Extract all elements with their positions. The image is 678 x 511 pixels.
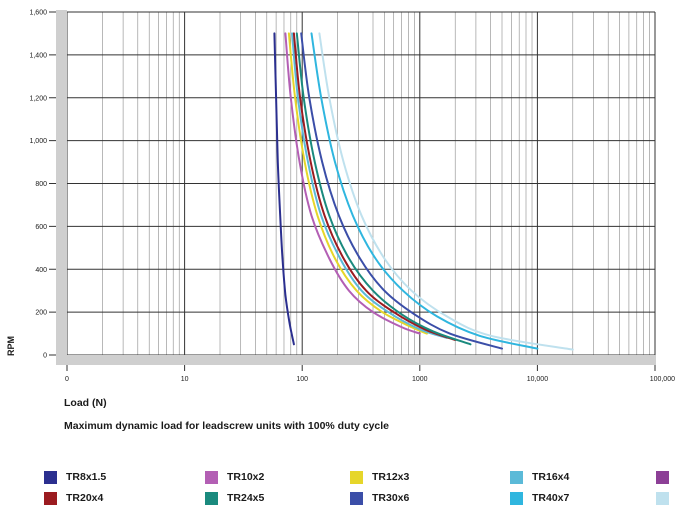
legend-label: TR30x6 [372, 492, 410, 504]
x-axis-band [56, 355, 656, 365]
x-tick-label: 100,000 [650, 376, 675, 383]
legend-item: TR8x1.5 [44, 470, 106, 484]
y-tick-label: 1,000 [29, 138, 47, 145]
legend-item: TR24x5 [205, 491, 264, 505]
legend-swatch [510, 491, 523, 505]
legend-swatch [205, 470, 218, 484]
chart-series [273, 32, 574, 351]
chart-axes [56, 10, 656, 365]
legend-swatch [656, 491, 669, 505]
x-tick-label: 0 [65, 376, 69, 383]
y-tick-label: 200 [35, 310, 47, 317]
series-line-tr24x5 [295, 32, 472, 346]
legend-swatch [656, 470, 669, 484]
legend-item: TR40x7 [510, 491, 569, 505]
y-tick-label: 1,200 [29, 95, 47, 102]
legend-label: TR24x5 [227, 492, 265, 504]
series-line-tr20x4 [292, 32, 457, 341]
legend-item: TR12x3 [350, 470, 409, 484]
legend-label: TR12x3 [372, 471, 410, 483]
legend-item: TR10x2 [205, 470, 264, 484]
legend-swatch [350, 491, 363, 505]
legend-label: TR40x7 [532, 492, 570, 504]
series-line-tr8x1-5 [273, 32, 295, 346]
x-tick-label: 10 [181, 376, 189, 383]
legend-item [656, 470, 678, 484]
legend-swatch [44, 470, 57, 484]
chart: 0 200 400 600 800 1,000 1,200 1,400 1,600 0 10 100 1… [6, 10, 675, 384]
series-line-tr12x3 [287, 32, 428, 335]
legend-label: TR10x2 [227, 471, 265, 483]
legend-swatch [44, 491, 57, 505]
legend-swatch [205, 491, 218, 505]
x-axis-label: Load (N) [64, 397, 107, 409]
y-tick-label: 600 [35, 224, 47, 231]
y-axis-label: RPM [6, 336, 16, 356]
y-tick-label: 0 [43, 353, 47, 360]
legend-item: TR30x6 [350, 491, 409, 505]
chart-tick-labels: 0 200 400 600 800 1,000 1,200 1,400 1,600 0 10 100 1… [29, 10, 675, 384]
legend-swatch [510, 470, 523, 484]
y-axis-band [56, 10, 67, 365]
y-tick-label: 800 [35, 181, 47, 188]
series-line-unlabeled-9 [318, 32, 574, 351]
x-tick-label: 100 [296, 376, 308, 383]
x-tick-label: 1000 [412, 376, 428, 383]
y-tick-label: 1,600 [29, 10, 47, 17]
legend-item: TR16x4 [510, 470, 569, 484]
legend-label: TR20x4 [66, 492, 104, 504]
series-line-tr30x6 [300, 32, 503, 350]
y-tick-label: 400 [35, 267, 47, 274]
legend-label: TR16x4 [532, 471, 570, 483]
legend-item [656, 491, 678, 505]
legend-item: TR20x4 [44, 491, 103, 505]
legend-label: TR8x1.5 [66, 471, 107, 483]
chart-subtitle: Maximum dynamic load for leadscrew units… [64, 420, 390, 432]
x-tick-label: 10,000 [527, 376, 549, 383]
series-line-tr10x2 [284, 32, 421, 335]
y-tick-label: 1,400 [29, 52, 47, 59]
series-line-tr16x4 [291, 32, 448, 339]
series-line-tr40x7 [310, 32, 539, 350]
chart-grid [66, 11, 656, 356]
legend-swatch [350, 470, 363, 484]
